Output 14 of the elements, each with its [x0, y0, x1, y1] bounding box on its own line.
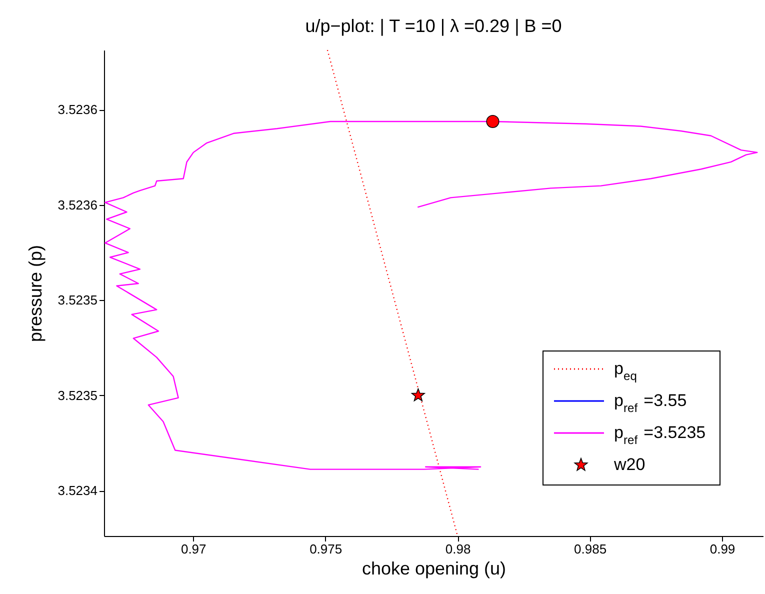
chart-title: u/p−plot: | T =10 | λ =0.29 | B =0: [305, 16, 562, 36]
y-tick-label: 3.5235: [58, 292, 98, 308]
y-axis-title: pressure (p): [26, 244, 46, 342]
legend-label: w20: [613, 455, 646, 474]
y-tick-label: 3.5236: [58, 197, 98, 212]
x-tick-label: 0.99: [710, 542, 736, 556]
x-tick-label: 0.985: [574, 542, 607, 556]
x-tick-label: 0.97: [180, 542, 206, 556]
x-tick-label: 0.98: [445, 542, 471, 556]
x-axis-title: choke opening (u): [362, 558, 506, 578]
x-tick-label: 0.975: [310, 542, 342, 556]
y-tick-label: 3.5234: [58, 483, 98, 498]
y-tick-label: 3.5235: [58, 388, 98, 403]
y-tick-label: 3.5236: [58, 102, 98, 118]
